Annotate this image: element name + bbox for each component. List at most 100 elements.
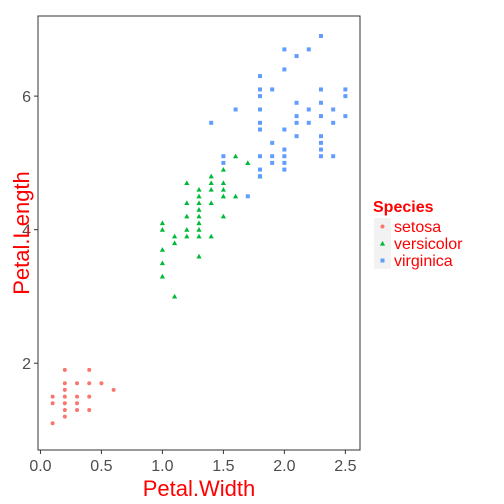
x-tick-label: 0.0 xyxy=(29,458,51,475)
data-point-virginica xyxy=(270,154,275,159)
data-point-versicolor xyxy=(172,293,178,299)
data-point-virginica xyxy=(282,47,287,52)
data-point-virginica xyxy=(331,120,336,125)
data-point-setosa xyxy=(50,401,55,406)
x-tick-label: 1.0 xyxy=(151,458,173,475)
data-point-virginica xyxy=(294,54,299,59)
data-point-versicolor xyxy=(184,213,190,219)
x-tick-label: 1.5 xyxy=(212,458,234,475)
data-point-virginica xyxy=(257,154,262,159)
data-point-virginica xyxy=(318,154,323,159)
data-point-virginica xyxy=(331,154,336,159)
data-point-virginica xyxy=(221,154,226,159)
data-point-virginica xyxy=(318,87,323,92)
legend-key-versicolor xyxy=(379,240,386,246)
data-point-virginica xyxy=(294,114,299,119)
data-point-virginica xyxy=(233,107,238,112)
data-point-virginica xyxy=(282,160,287,165)
data-point-virginica xyxy=(282,147,287,152)
data-point-versicolor xyxy=(196,193,202,199)
data-point-versicolor xyxy=(196,253,202,259)
data-point-setosa xyxy=(99,381,104,386)
data-point-virginica xyxy=(257,174,262,179)
data-point-versicolor xyxy=(220,213,226,219)
data-point-virginica xyxy=(257,87,262,92)
data-point-versicolor xyxy=(232,153,239,159)
data-point-versicolor xyxy=(208,173,214,179)
data-point-virginica xyxy=(282,167,287,172)
data-point-versicolor xyxy=(232,193,239,199)
data-point-setosa xyxy=(87,381,92,386)
data-point-versicolor xyxy=(220,193,226,199)
data-point-virginica xyxy=(318,134,323,139)
data-point-virginica xyxy=(318,140,323,145)
data-point-versicolor xyxy=(196,213,202,219)
data-point-versicolor xyxy=(184,233,190,239)
legend-key-virginica xyxy=(380,258,385,263)
x-tick-label: 0.5 xyxy=(90,458,112,475)
data-point-setosa xyxy=(62,367,67,372)
data-point-virginica xyxy=(282,127,287,132)
series-versicolor xyxy=(159,153,263,299)
y-tick-label: 4 xyxy=(22,223,31,240)
data-point-setosa xyxy=(75,394,80,399)
data-point-setosa xyxy=(75,401,80,406)
data-point-versicolor xyxy=(159,220,166,226)
data-point-virginica xyxy=(343,94,348,99)
y-tick-label: 6 xyxy=(22,89,31,106)
data-point-virginica xyxy=(294,100,299,105)
data-point-virginica xyxy=(318,34,323,39)
y-tick-label: 2 xyxy=(22,356,31,373)
data-point-virginica xyxy=(257,120,262,125)
data-point-virginica xyxy=(257,127,262,132)
data-point-versicolor xyxy=(172,233,178,239)
data-point-versicolor xyxy=(184,227,190,232)
legend-label-setosa: setosa xyxy=(394,219,441,236)
data-point-setosa xyxy=(87,367,92,372)
data-point-virginica xyxy=(294,120,299,125)
data-point-virginica xyxy=(257,167,262,172)
data-point-versicolor xyxy=(220,187,226,192)
data-point-versicolor xyxy=(245,160,251,165)
data-point-versicolor xyxy=(208,187,214,192)
data-point-setosa xyxy=(62,387,67,392)
data-point-virginica xyxy=(318,147,323,152)
data-point-versicolor xyxy=(196,207,202,212)
data-points xyxy=(50,34,348,426)
data-point-virginica xyxy=(282,154,287,159)
data-point-setosa xyxy=(50,394,55,399)
data-point-versicolor xyxy=(196,227,202,232)
data-point-virginica xyxy=(209,120,214,125)
data-point-virginica xyxy=(343,114,348,119)
data-point-versicolor xyxy=(159,247,166,252)
data-point-versicolor xyxy=(184,180,190,186)
data-point-virginica xyxy=(270,160,275,165)
data-point-versicolor xyxy=(196,187,202,192)
data-point-virginica xyxy=(270,87,275,92)
data-point-virginica xyxy=(318,100,323,105)
x-tick-label: 2.0 xyxy=(273,458,295,475)
data-point-setosa xyxy=(87,407,92,412)
series-virginica xyxy=(209,34,348,199)
data-point-setosa xyxy=(50,421,55,426)
data-point-setosa xyxy=(62,407,67,412)
data-point-virginica xyxy=(257,107,262,112)
data-point-virginica xyxy=(306,107,311,112)
data-point-virginica xyxy=(257,94,262,99)
data-point-versicolor xyxy=(208,233,214,239)
data-point-versicolor xyxy=(159,227,166,232)
data-point-virginica xyxy=(343,87,348,92)
data-point-virginica xyxy=(282,67,287,72)
data-point-versicolor xyxy=(184,200,190,206)
data-point-versicolor xyxy=(196,200,202,206)
legend-key-setosa xyxy=(380,224,385,229)
data-point-versicolor xyxy=(159,273,166,279)
data-point-versicolor xyxy=(208,200,214,206)
data-point-setosa xyxy=(87,394,92,399)
y-axis-title: Petal.Length xyxy=(9,171,34,295)
data-point-setosa xyxy=(62,401,67,406)
data-point-virginica xyxy=(257,74,262,79)
data-point-setosa xyxy=(62,381,67,386)
